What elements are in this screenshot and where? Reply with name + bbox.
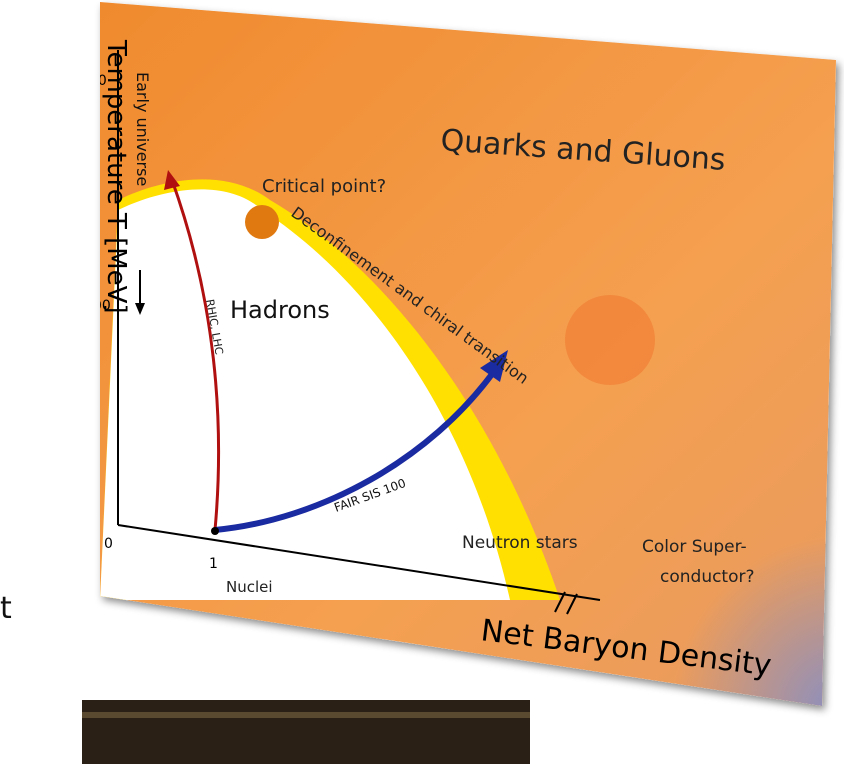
x-tick-label: 1 <box>209 556 218 572</box>
blob <box>565 295 655 385</box>
y-axis-label: Temperature T [MeV] <box>101 39 131 314</box>
diagram: 200 100 0 Temperature T [MeV] 1 Nuclei N… <box>80 0 840 710</box>
color-super-label: conductor? <box>660 567 755 587</box>
page: t 200 100 0 Temperature T [MeV] 1 Nuclei… <box>0 0 844 764</box>
neutron-label: Neutron stars <box>462 533 578 553</box>
y-tick-label: 0 <box>104 536 113 552</box>
color-super-label: Color Super- <box>642 537 747 557</box>
dark-image <box>82 700 530 764</box>
critical-point <box>245 205 279 239</box>
hadrons-label: Hadrons <box>230 296 330 324</box>
slide: t 200 100 0 Temperature T [MeV] 1 Nuclei… <box>0 0 844 764</box>
edge-text: t <box>0 591 12 626</box>
x-tick-text: Nuclei <box>226 578 273 596</box>
dark-image-stripe <box>82 712 530 718</box>
early-label: Early universe <box>133 72 152 186</box>
nuclei-point <box>211 527 219 535</box>
critical-label: Critical point? <box>262 176 386 197</box>
